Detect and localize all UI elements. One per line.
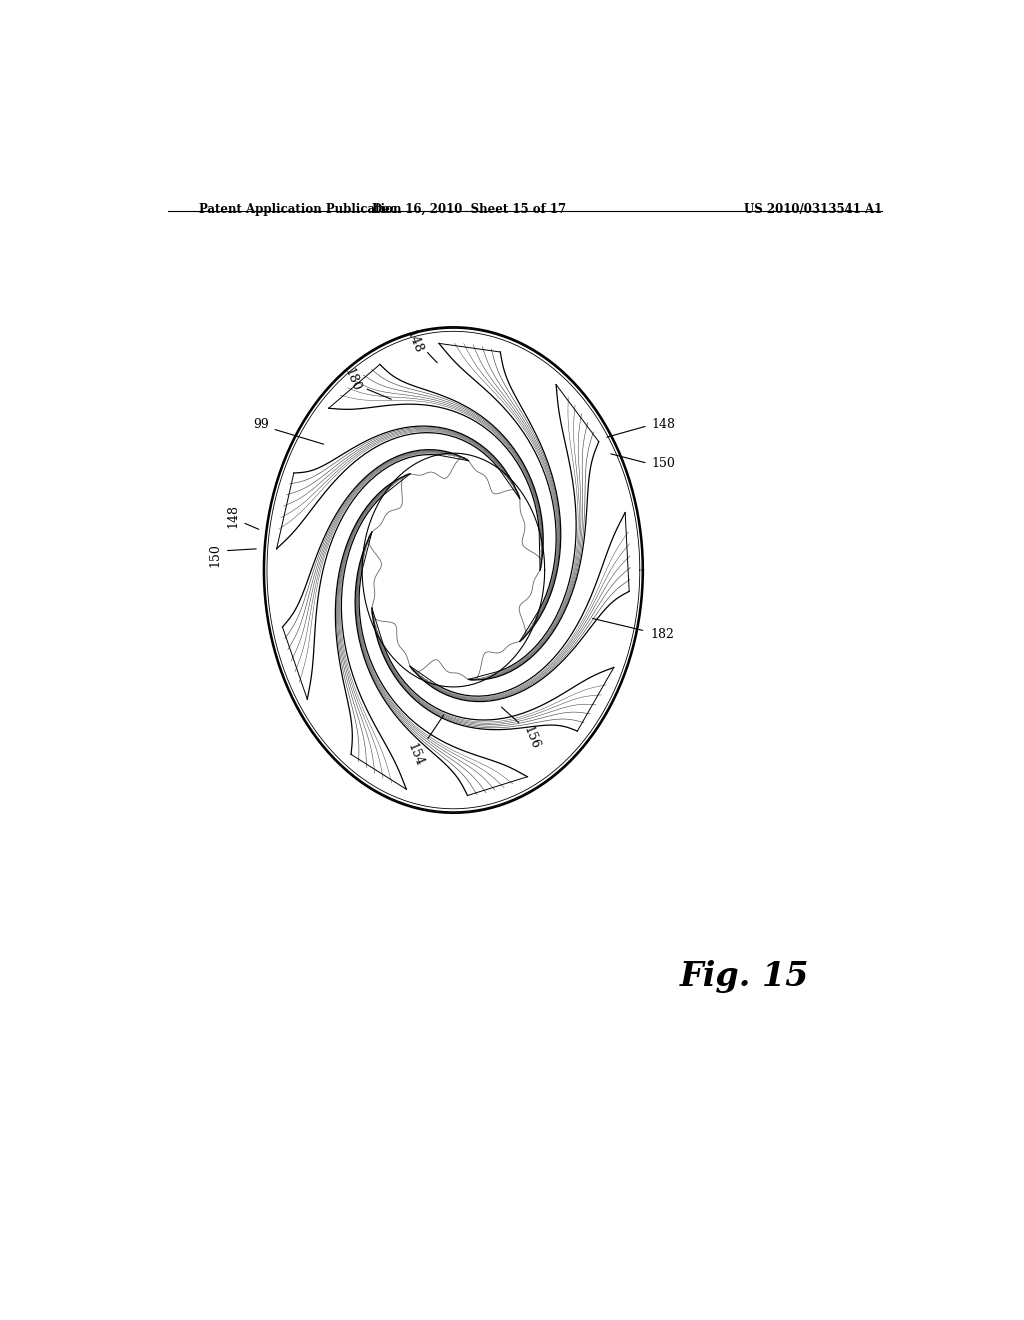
Text: 150: 150 — [209, 543, 222, 566]
Text: 148: 148 — [403, 327, 424, 355]
Text: 180: 180 — [341, 367, 362, 393]
Text: 148: 148 — [651, 418, 676, 432]
Text: 156: 156 — [520, 725, 542, 751]
Text: 182: 182 — [650, 627, 674, 640]
Text: 148: 148 — [226, 504, 240, 528]
Text: US 2010/0313541 A1: US 2010/0313541 A1 — [743, 203, 882, 216]
Text: Dec. 16, 2010  Sheet 15 of 17: Dec. 16, 2010 Sheet 15 of 17 — [372, 203, 566, 216]
Text: 150: 150 — [651, 457, 676, 470]
Text: 99: 99 — [254, 418, 269, 432]
Text: Patent Application Publication: Patent Application Publication — [200, 203, 402, 216]
Text: Fig. 15: Fig. 15 — [680, 960, 809, 993]
Text: 154: 154 — [404, 742, 426, 768]
